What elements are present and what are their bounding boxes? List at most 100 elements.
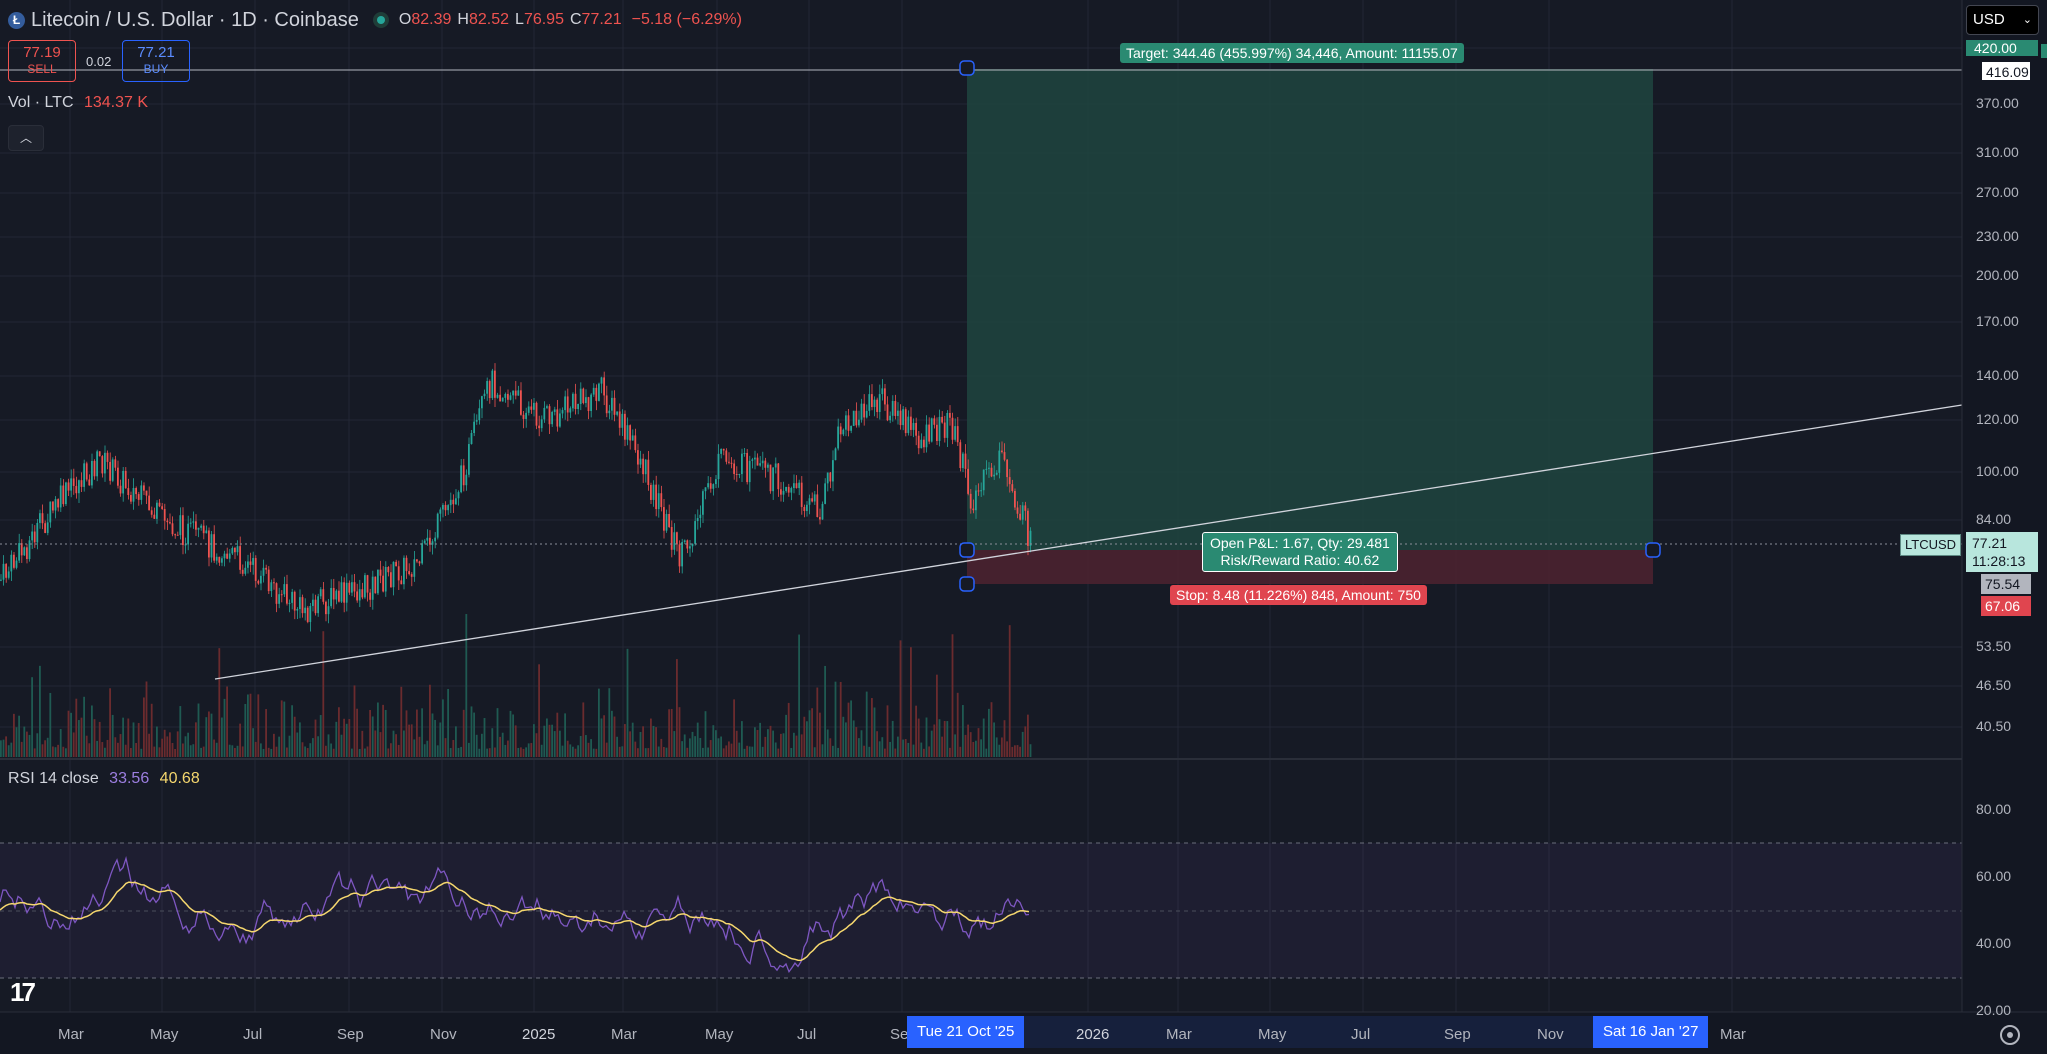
volume-bar xyxy=(855,727,858,757)
candle-body xyxy=(546,406,548,408)
volume-bar xyxy=(642,726,644,757)
sell-button[interactable]: 77.19 SELL xyxy=(8,40,76,82)
target-handle[interactable] xyxy=(959,60,975,76)
volume-bar xyxy=(717,738,720,757)
volume-bar xyxy=(228,744,231,757)
volume-bar xyxy=(660,738,663,757)
candle-body xyxy=(166,520,169,523)
candle-body xyxy=(517,390,520,396)
candle-body xyxy=(114,459,117,468)
volume-bar xyxy=(527,743,530,757)
candle-body xyxy=(993,474,995,477)
candle-body xyxy=(382,575,384,592)
chart-settings-gear-icon[interactable] xyxy=(2000,1025,2020,1045)
volume-bar xyxy=(894,748,897,757)
candle-body xyxy=(299,597,301,609)
candle-body xyxy=(582,388,585,404)
volume-bar xyxy=(166,736,169,757)
candle-body xyxy=(1008,477,1011,485)
candle-body xyxy=(686,540,689,549)
volume-bar xyxy=(192,744,195,757)
candle-body xyxy=(153,514,156,519)
ohlc-key: L xyxy=(515,11,524,28)
volume-bar xyxy=(470,706,473,757)
volume-bar xyxy=(327,734,330,757)
volume-bar xyxy=(101,742,104,757)
candle-body xyxy=(10,554,13,572)
volume-bar xyxy=(543,725,546,757)
target-zone[interactable] xyxy=(967,69,1653,550)
volume-bar xyxy=(161,738,163,757)
candle-body xyxy=(338,590,340,602)
rsi-axis-label: 40.00 xyxy=(1976,935,2012,951)
candle-body xyxy=(267,569,270,592)
volume-bar xyxy=(15,727,18,757)
pnl-label[interactable]: Open P&L: 1.67, Qty: 29.481 Risk/Reward … xyxy=(1202,532,1398,572)
volume-bar xyxy=(143,697,145,757)
price-axis-label: 200.00 xyxy=(1976,267,2019,283)
volume-bar xyxy=(1003,720,1006,757)
symbol-title[interactable]: Litecoin / U.S. Dollar · 1D · Coinbase xyxy=(31,8,359,31)
candle-body xyxy=(431,541,434,545)
ohlc-key: H xyxy=(457,11,469,28)
volume-bar xyxy=(189,745,192,757)
candle-body xyxy=(553,409,556,412)
candle-body xyxy=(5,563,7,578)
price-axis-label: 370.00 xyxy=(1976,95,2019,111)
stop-label[interactable]: Stop: 8.48 (11.226%) 848, Amount: 750 xyxy=(1170,585,1427,605)
buy-button[interactable]: 77.21 BUY xyxy=(122,40,190,82)
candle-body xyxy=(834,448,837,461)
candle-body xyxy=(535,402,538,426)
trend-line[interactable] xyxy=(214,404,1963,680)
candle-body xyxy=(644,459,647,475)
entry-handle[interactable] xyxy=(959,542,975,558)
candle-body xyxy=(462,465,465,486)
volume-bar xyxy=(182,743,184,757)
candle-body xyxy=(967,468,969,494)
volume-bar xyxy=(969,732,972,757)
tradingview-logo-icon[interactable]: 17 xyxy=(10,977,36,1007)
candle-body xyxy=(23,547,26,556)
volume-bar xyxy=(631,722,634,757)
end-handle[interactable] xyxy=(1645,542,1661,558)
candle-body xyxy=(1029,530,1032,546)
volume-bar xyxy=(925,717,928,757)
candle-body xyxy=(442,504,444,510)
candle-body xyxy=(647,459,650,485)
target-label[interactable]: Target: 344.46 (455.997%) 34,446, Amount… xyxy=(1120,43,1464,63)
stop-handle[interactable] xyxy=(959,576,975,592)
candle-body xyxy=(925,424,928,448)
volume-bar xyxy=(517,747,520,757)
volume-bar xyxy=(551,724,553,757)
volume-bar xyxy=(444,738,447,757)
candle-body xyxy=(592,387,595,395)
candle-body xyxy=(358,589,361,601)
volume-bar xyxy=(564,713,566,757)
volume-bar xyxy=(374,730,377,757)
volume-bar xyxy=(460,746,462,757)
candle-body xyxy=(137,494,140,500)
volume-bar xyxy=(1027,714,1029,757)
candle-body xyxy=(130,495,132,502)
volume-bar xyxy=(124,744,127,757)
currency-select[interactable]: USD ⌄ xyxy=(1966,5,2039,35)
candle-body xyxy=(67,482,70,491)
volume-bar xyxy=(686,747,689,757)
candle-body xyxy=(293,591,296,611)
collapse-legend-button[interactable]: ︿ xyxy=(8,125,44,151)
candle-body xyxy=(460,465,462,493)
candle-body xyxy=(907,416,910,434)
candle-body xyxy=(735,473,738,475)
volume-bar xyxy=(416,709,418,757)
volume-bar xyxy=(306,748,309,757)
candle-body xyxy=(785,486,787,491)
volume-bar xyxy=(538,664,540,757)
volume-bar xyxy=(473,712,475,757)
volume-bar xyxy=(884,748,886,757)
volume-bar xyxy=(400,686,403,757)
volume-bar xyxy=(130,748,132,757)
candle-body xyxy=(819,517,821,520)
volume-bar xyxy=(943,720,946,757)
volume-bar xyxy=(865,691,868,757)
